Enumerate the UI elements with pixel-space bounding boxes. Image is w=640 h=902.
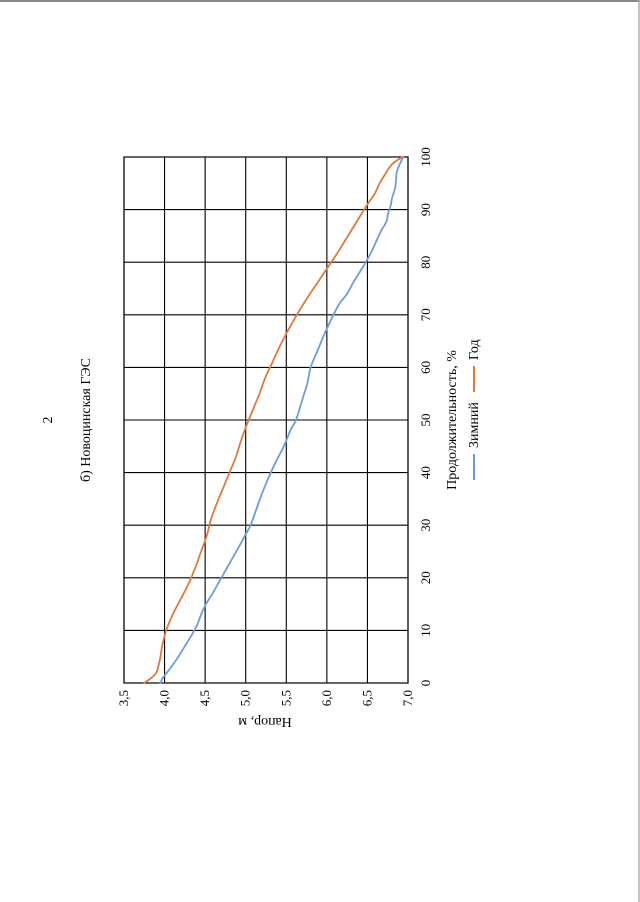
x-tick-label-2: 20 [418, 571, 433, 584]
series-lines [143, 156, 405, 684]
x-tick-label-5: 50 [418, 414, 433, 427]
y-tick-label-5: 6,0 [319, 690, 334, 706]
gridlines [123, 156, 409, 684]
legend-label-zimniy: Зимний [467, 402, 482, 448]
x-tick-label-6: 60 [418, 361, 433, 374]
y-tick-label-1: 4,0 [157, 690, 172, 706]
y-tick-label-4: 5,5 [278, 690, 293, 706]
y-tick-labels: 3,5 4,0 4,5 5,0 5,5 6,0 6,5 7,0 [116, 690, 415, 706]
x-tick-label-9: 90 [418, 203, 433, 216]
y-tick-label-3: 5,0 [238, 690, 253, 706]
series-line-0 [159, 156, 405, 684]
x-tick-labels: 0 10 20 30 40 50 60 70 80 90 100 [418, 147, 433, 686]
x-tick-label-10: 100 [418, 147, 433, 167]
plot-area [123, 156, 409, 684]
legend-item-zimniy: Зимний [467, 402, 482, 480]
x-tick-label-3: 30 [418, 519, 433, 532]
x-tick-label-1: 10 [418, 624, 433, 637]
x-tick-label-7: 70 [418, 308, 433, 321]
chart-heading: б) Новоцинская ГЭС [79, 358, 94, 482]
legend-item-god: Год [467, 339, 482, 392]
x-tick-label-8: 80 [418, 256, 433, 269]
legend-label-god: Год [467, 339, 482, 360]
y-tick-label-2: 4,5 [197, 690, 212, 706]
y-tick-label-0: 3,5 [116, 690, 131, 706]
x-axis-title: Продолжительность, % [445, 350, 460, 490]
y-tick-label-6: 6,5 [359, 690, 374, 706]
y-tick-label-7: 7,0 [400, 690, 415, 706]
series-line-1 [143, 156, 404, 684]
legend: Зимний Год [467, 339, 482, 480]
page-number: 2 [41, 417, 56, 424]
y-axis-title: Напор, м [238, 714, 292, 729]
x-tick-label-4: 40 [418, 466, 433, 479]
x-tick-label-0: 0 [418, 680, 433, 687]
